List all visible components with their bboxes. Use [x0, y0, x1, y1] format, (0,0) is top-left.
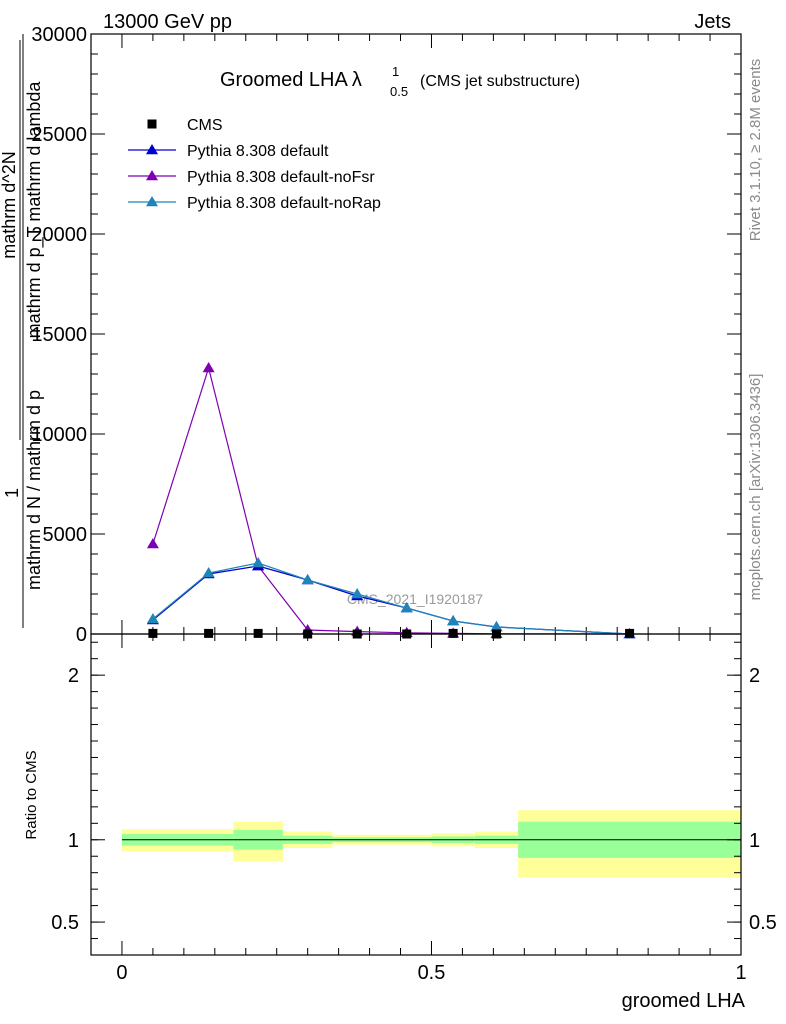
legend-label: Pythia 8.308 default-noRap [187, 195, 381, 212]
legend-item: Pythia 8.308 default [128, 143, 329, 160]
main-y-tick-label: 20000 [31, 224, 87, 246]
rivet-label: Rivet 3.1.10, ≥ 2.8M events [747, 59, 764, 242]
ratio-y-ticks: 0.5 0.5 1 1 2 2 [51, 641, 777, 940]
legend-label: Pythia 8.308 default-noFsr [187, 169, 375, 186]
ratio-y-tick-label: 1 [68, 830, 79, 852]
main-y-tick-label: 30000 [31, 24, 87, 46]
data-point [146, 538, 159, 549]
x-tick-label: 1 [735, 962, 746, 984]
title-text: Groomed LHA [220, 69, 348, 91]
legend-swatch-marker [147, 119, 157, 129]
main-y-tick-label: 25000 [31, 124, 87, 146]
data-point [202, 567, 215, 578]
data-point [202, 362, 215, 373]
data-point [252, 557, 265, 568]
ylabel-dpt-dlambda: mathrm d p_T mathrm d lambda [24, 81, 45, 339]
legend-label: CMS [187, 117, 223, 134]
x-tick-label: 0.5 [418, 962, 446, 984]
ratio-y-tick-label: 2 [68, 665, 79, 687]
legend-swatch-marker [146, 196, 158, 207]
legend-swatch-marker [146, 170, 158, 181]
ratio-y-tick-label-right: 2 [749, 665, 760, 687]
energy-label: 13000 GeV pp [103, 11, 232, 33]
main-title: Groomed LHA λ [220, 69, 362, 91]
data-point [490, 621, 503, 632]
title-sub: 0.5 [390, 84, 408, 99]
ratio-ylabel: Ratio to CMS [23, 750, 40, 839]
title-sup: 1 [392, 64, 399, 79]
ratio-y-tick-label-right: 1 [749, 830, 760, 852]
title-suffix: (CMS jet substructure) [420, 73, 580, 90]
ratio-y-tick-label-right: 0.5 [749, 912, 777, 934]
x-tick-label: 0 [116, 962, 127, 984]
main-panel: 0 5000 10000 15000 20000 25000 30000 CMS_2021_… [0, 24, 742, 646]
series-layer [146, 362, 636, 639]
ratio-y-tick-label: 0.5 [51, 912, 79, 934]
mcplots-label: mcplots.cern.ch [arXiv:1306.3436] [747, 374, 764, 601]
title-symbol: λ [352, 69, 362, 91]
ylabel-one: 1 [2, 488, 22, 498]
ratio-bands [121, 810, 741, 878]
ratio-x-ticks: 0 0.5 1 [116, 634, 747, 984]
legend-item: Pythia 8.308 default-noFsr [128, 169, 375, 186]
data-point [146, 613, 159, 624]
main-y-tick-label: 15000 [31, 324, 87, 346]
main-y-ticks: 0 5000 10000 15000 20000 25000 30000 [31, 24, 741, 646]
watermark: CMS_2021_I1920187 [347, 591, 483, 607]
data-point [301, 574, 314, 585]
main-y-tick-label: 10000 [31, 424, 87, 446]
data-point [351, 588, 364, 599]
legend-swatch-marker [146, 144, 158, 155]
process-label: Jets [694, 11, 731, 33]
main-ylabel: 1 mathrm d N / mathrm d p mathrm d^2N ma… [0, 34, 45, 628]
x-axis-label: groomed LHA [622, 990, 746, 1012]
main-y-tick-label: 0 [76, 624, 87, 646]
ylabel-dn-dp: mathrm d N / mathrm d p [24, 390, 44, 590]
legend-item: Pythia 8.308 default-noRap [128, 195, 381, 212]
legend: CMS Pythia 8.308 default Pythia 8.308 defa… [128, 117, 381, 212]
data-point [447, 615, 460, 626]
ratio-panel: 0.5 0.51 12 2 0 0.5 1 Ratio to CMS groomed LH… [23, 633, 777, 1012]
legend-label: Pythia 8.308 default [187, 143, 329, 160]
main-y-tick-label: 5000 [43, 524, 88, 546]
ylabel-d2n: mathrm d^2N [0, 151, 19, 258]
data-point [400, 602, 413, 613]
legend-item: CMS [147, 117, 223, 134]
ratio-plot-frame [90, 633, 742, 956]
